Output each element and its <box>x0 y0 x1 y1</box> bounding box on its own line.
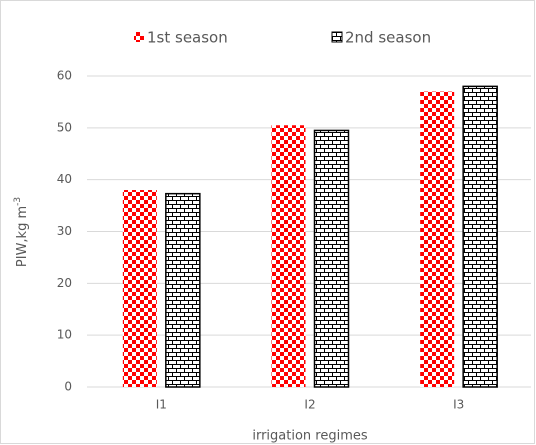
x-tick-label: I3 <box>453 398 464 412</box>
x-tick-label: I1 <box>156 398 167 412</box>
y-axis-label-sup: -3 <box>13 197 23 206</box>
bar <box>313 129 350 388</box>
y-tick-label: 20 <box>57 276 72 290</box>
bar <box>462 85 498 388</box>
y-tick-label: 50 <box>57 120 72 134</box>
y-tick-label: 30 <box>57 224 72 238</box>
legend-label: 2nd season <box>345 29 431 47</box>
bar <box>271 125 306 387</box>
bar <box>420 91 455 388</box>
legend-marker <box>331 31 343 43</box>
y-tick-label: 0 <box>64 380 72 394</box>
y-axis-label-main: PIW,kg m <box>15 206 30 267</box>
y-tick-label: 60 <box>57 69 72 83</box>
y-tick-label: 10 <box>57 328 72 342</box>
x-tick-label: I2 <box>304 398 315 412</box>
y-tick-label: 40 <box>57 172 72 186</box>
x-axis-label: irrigation regimes <box>252 429 368 444</box>
y-axis-label: PIW,kg m-3 <box>13 197 30 267</box>
bar <box>122 190 157 387</box>
bar <box>165 192 201 388</box>
legend-label: 1st season <box>147 29 228 47</box>
legend-marker <box>134 32 144 42</box>
